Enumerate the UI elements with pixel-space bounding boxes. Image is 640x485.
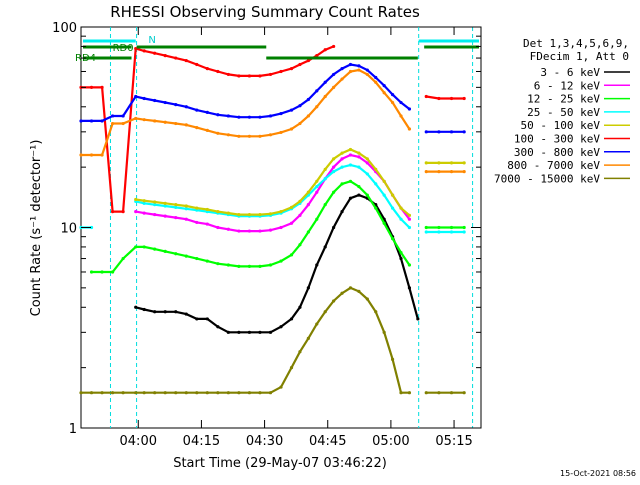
series-8 [79,286,466,395]
y-tick-label: 1 [69,422,77,437]
series-line [81,286,410,394]
legend-entry-label: 6 - 12 keV [534,79,601,92]
y-axis-label: Count Rate (s⁻¹ detector⁻¹) [29,140,44,317]
chart-title: RHESSI Observing Summary Count Rates [110,3,420,21]
x-tick-label: 05:00 [372,434,409,449]
series-line [426,95,465,100]
annotation-label-n: N [148,35,155,46]
y-tick-label: 10 [60,222,77,237]
series-7 [79,68,466,174]
x-tick-label: 05:15 [435,434,472,449]
series-line [81,63,411,123]
series-line [135,153,411,233]
series-line [135,193,419,334]
x-tick-label: 04:45 [309,434,346,449]
series-line [135,163,411,229]
x-axis-label: Start Time (29-May-07 03:46:22) [173,456,387,471]
series-layer [79,44,466,395]
legend-entry-label: 25 - 50 keV [527,106,600,119]
legend-header-line-1: Det 1,3,4,5,6,9, [523,37,629,50]
legend-entry-label: 7000 - 15000 keV [494,172,600,185]
x-tick-label: 04:15 [183,434,220,449]
x-tick-label: 04:00 [120,434,157,449]
axis-layer: 04:00 04:15 04:30 04:45 05:00 05:15 1 10 100 [52,21,481,449]
series-5 [79,44,466,214]
footer-date: 15-Oct-2021 08:56 [560,469,636,478]
series-line [135,148,411,217]
legend-entry-label: 100 - 300 keV [514,133,600,146]
series-line [81,68,411,157]
x-tick-label: 04:30 [246,434,283,449]
series-0 [134,193,420,334]
series-line [91,180,411,274]
series-line [81,45,335,213]
series-4 [134,147,466,217]
legend-entry-label: 3 - 6 keV [540,66,600,79]
legend-entry-label: 50 - 100 keV [521,119,601,132]
series-6 [79,62,466,134]
legend-entry-label: 300 - 800 keV [514,146,600,159]
legend: Det 1,3,4,5,6,9, FDecim 1, Att 0 3 - 6 k… [494,37,630,185]
annotation-label-rd0: RD0 [113,43,134,54]
legend-entry-label: 800 - 7000 keV [507,159,600,172]
legend-entry-label: 12 - 25 keV [527,93,600,106]
legend-header-line-2: FDecim 1, Att 0 [530,50,629,63]
series-2 [89,179,466,274]
y-tick-label: 100 [52,21,77,36]
